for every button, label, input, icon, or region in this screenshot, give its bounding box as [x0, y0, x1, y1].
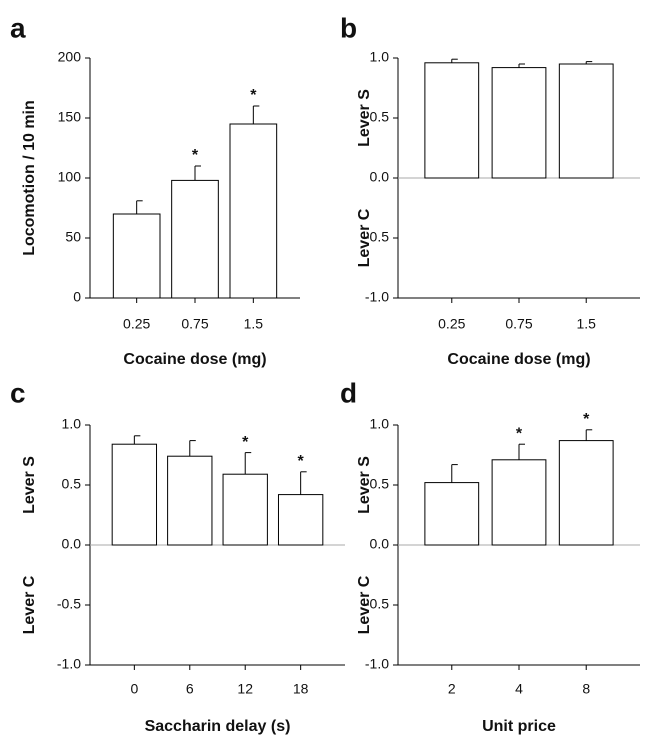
- significance-marker: *: [250, 87, 257, 104]
- x-tick-label: 0.75: [505, 316, 532, 332]
- x-axis-label: Unit price: [482, 718, 556, 735]
- y-axis-label: Lever C: [21, 575, 38, 634]
- y-axis-label: Lever S: [356, 89, 373, 147]
- significance-marker: *: [516, 425, 523, 442]
- bar: [277, 494, 324, 546]
- significance-marker: *: [242, 434, 249, 451]
- y-tick-label: 100: [58, 169, 82, 185]
- x-axis-label: Cocaine dose (mg): [447, 351, 590, 368]
- panel-label: b: [340, 12, 357, 43]
- x-tick-label: 6: [186, 681, 194, 697]
- x-tick-label: 1.5: [244, 316, 264, 332]
- y-tick-label: -1.0: [57, 656, 81, 672]
- significance-marker: *: [192, 147, 199, 164]
- y-axis-label: Lever S: [21, 456, 38, 514]
- y-tick-label: 0.0: [370, 536, 390, 552]
- bar: [167, 455, 213, 546]
- y-tick-label: -0.5: [365, 596, 389, 612]
- y-tick-label: 0.5: [62, 476, 82, 492]
- panel-label: c: [10, 377, 26, 408]
- x-tick-label: 8: [582, 681, 590, 697]
- x-tick-label: 0.25: [438, 316, 465, 332]
- bar: [171, 179, 219, 299]
- bar: [229, 123, 278, 299]
- y-tick-label: -1.0: [365, 289, 389, 305]
- significance-marker: *: [298, 453, 305, 470]
- y-tick-label: 1.0: [370, 49, 390, 65]
- y-tick-label: 0.0: [62, 536, 82, 552]
- y-axis-label: Lever S: [356, 456, 373, 514]
- y-tick-label: 0.0: [370, 169, 390, 185]
- x-tick-label: 0.75: [181, 316, 208, 332]
- y-tick-label: 1.0: [370, 416, 390, 432]
- bar: [424, 62, 480, 179]
- bar: [112, 213, 161, 299]
- bar: [222, 473, 268, 546]
- bar: [491, 459, 547, 546]
- x-tick-label: 0: [130, 681, 138, 697]
- y-axis-label: Locomotion / 10 min: [21, 100, 38, 256]
- x-tick-label: 1.5: [576, 316, 596, 332]
- bar: [424, 482, 480, 546]
- y-tick-label: 200: [58, 49, 82, 65]
- x-tick-label: 12: [237, 681, 253, 697]
- y-tick-label: 1.0: [62, 416, 82, 432]
- x-tick-label: 0.25: [123, 316, 150, 332]
- y-tick-label: -1.0: [365, 656, 389, 672]
- y-tick-label: -0.5: [365, 229, 389, 245]
- y-tick-label: 0: [73, 289, 81, 305]
- y-axis-label: Lever C: [356, 575, 373, 634]
- x-tick-label: 2: [448, 681, 456, 697]
- bar: [111, 443, 158, 546]
- x-axis-label: Cocaine dose (mg): [123, 351, 266, 368]
- x-tick-label: 18: [293, 681, 309, 697]
- y-tick-label: 0.5: [370, 476, 390, 492]
- x-axis-label: Saccharin delay (s): [145, 718, 291, 735]
- panel-label: a: [10, 12, 26, 43]
- significance-marker: *: [583, 411, 590, 428]
- y-tick-label: 150: [58, 109, 82, 125]
- panel-label: d: [340, 377, 357, 408]
- y-axis-label: Lever C: [356, 208, 373, 267]
- bar: [491, 67, 547, 179]
- y-tick-label: 0.5: [370, 109, 390, 125]
- x-tick-label: 4: [515, 681, 523, 697]
- bar: [558, 63, 614, 179]
- bar: [558, 440, 614, 546]
- y-tick-label: -0.5: [57, 596, 81, 612]
- y-tick-label: 50: [65, 229, 81, 245]
